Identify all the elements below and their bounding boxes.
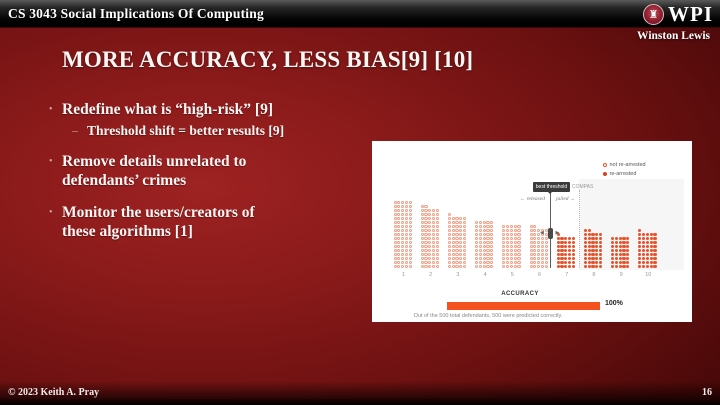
bottom-strip (0, 399, 720, 405)
legend-item-not-rearrested: not re-arrested (603, 162, 646, 168)
page-number: 16 (702, 387, 712, 398)
open-dot-icon (603, 163, 607, 167)
wpi-logo-text: WPI (668, 2, 713, 26)
slide-title: MORE ACCURACY, LESS BIAS[9] [10] (62, 47, 474, 72)
compas-label: COMPAS (572, 184, 594, 190)
bullet-item: • Monitor the users/creators of these algo… (40, 203, 350, 241)
bullet-marker-icon: • (49, 104, 53, 115)
dot-column-score-9 (611, 236, 630, 268)
x-tick-label: 10 (645, 272, 652, 278)
bullet-text: Remove details unrelated to (62, 153, 247, 170)
compas-threshold-line (579, 190, 580, 268)
dot-column-score-7 (556, 232, 576, 268)
copyright-text: © 2023 Keith A. Pray (8, 387, 100, 398)
accuracy-caption: Out of the 500 total defendants, 500 wer… (413, 313, 563, 319)
sub-bullet-item: – Threshold shift = better results [9] (72, 122, 350, 139)
course-title: CS 3043 Social Implications Of Computing (8, 6, 264, 21)
x-tick-label: 7 (565, 272, 569, 278)
x-tick-label: 2 (429, 272, 433, 278)
legend-label: not re-arrested (609, 162, 646, 168)
jailed-annotation: jailed → (556, 196, 576, 202)
filled-dot-icon (603, 172, 607, 176)
wpi-seal-icon: ♜ (643, 4, 664, 25)
accuracy-bar-fill (447, 302, 600, 310)
x-tick-label: 5 (510, 272, 514, 278)
dot-column-score-5 (502, 224, 521, 268)
x-tick-label: 9 (619, 272, 623, 278)
dot-column-score-3 (447, 212, 467, 268)
dot-column-score-6 (529, 224, 549, 268)
dot-plot-area: 1 2 3 4 5 6 7 8 9 10 (372, 141, 692, 322)
chart-legend: not re-arrested re-arrested (603, 162, 646, 177)
dot-column-score-8 (583, 228, 603, 268)
best-threshold-label: best threshold (535, 184, 568, 190)
wpi-logo: ♜ WPI (643, 2, 713, 27)
compas-threshold-chart: not re-arrested re-arrested best thresho… (372, 141, 692, 322)
bullet-text: Monitor the users/creators of (62, 204, 255, 221)
bullet-marker-icon: • (49, 156, 53, 167)
sub-bullet-text: Threshold shift = better results [9] (87, 123, 285, 138)
dot-column-score-4 (475, 220, 494, 268)
best-threshold-tooltip: best threshold (533, 182, 570, 194)
legend-item-rearrested: re-arrested (603, 171, 646, 177)
x-tick-label: 8 (592, 272, 596, 278)
presenter-name: Winston Lewis (637, 30, 710, 42)
x-tick-label: 4 (483, 272, 487, 278)
dot-column-score-2 (420, 204, 440, 268)
slider-arrow-right-icon: ▶ (555, 230, 560, 236)
x-tick-label: 1 (401, 272, 406, 278)
slider-arrow-left-icon: ◀ (540, 230, 544, 236)
bullet-item: • Redefine what is “high-risk” [9] – Thresh… (40, 100, 350, 139)
bullet-list: • Redefine what is “high-risk” [9] – Thresh… (40, 100, 350, 254)
bullet-text: defendants’ crimes (62, 172, 187, 189)
sub-bullet-marker-icon: – (72, 123, 78, 137)
accuracy-percent: 100% (605, 300, 623, 307)
x-tick-label: 3 (456, 272, 460, 278)
x-tick-label: 6 (537, 272, 542, 278)
dot-column-score-1 (393, 200, 413, 268)
threshold-slider-handle[interactable] (548, 228, 553, 239)
bullet-text: these algorithms [1] (62, 223, 193, 240)
accuracy-title: ACCURACY (501, 291, 539, 297)
dot-column-score-10 (638, 228, 657, 268)
accuracy-bar (447, 302, 600, 310)
legend-label: re-arrested (609, 171, 637, 177)
released-annotation: ← released (519, 196, 545, 202)
bullet-text: Redefine what is “high-risk” [9] (62, 101, 273, 118)
bullet-item: • Remove details unrelated to defendants’ … (40, 152, 350, 190)
bullet-marker-icon: • (49, 207, 53, 218)
slide-header-bar: CS 3043 Social Implications Of Computing… (0, 0, 720, 28)
